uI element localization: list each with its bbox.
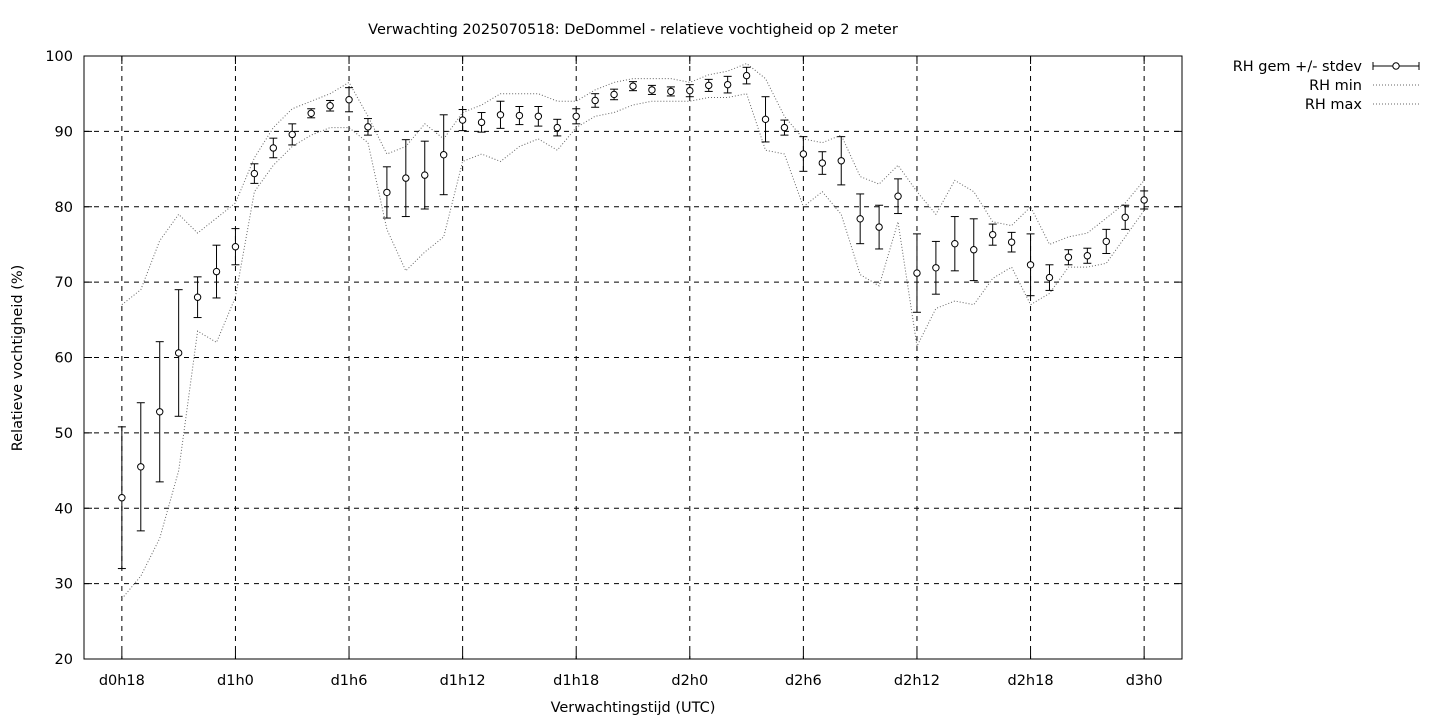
data-point [1045,273,1054,282]
y-axis-label: Relatieve vochtigheid (%) [10,265,26,452]
data-point [894,192,902,200]
data-point [515,111,524,120]
data-point [212,267,221,276]
data-point [326,102,334,110]
data-point [988,230,997,239]
data-point [534,112,543,121]
x-tick-label: d2h6 [785,673,822,689]
data-point [231,242,240,251]
data-point [439,151,448,159]
data-point [648,86,656,94]
y-tick-label: 20 [55,652,73,668]
data-point [288,130,296,139]
legend: RH gem +/- stdev RH min RH max [1233,59,1420,113]
legend-label: RH gem +/- stdev [1233,59,1363,75]
data-point [875,223,883,231]
data-point [477,118,486,127]
legend-label: RH min [1309,78,1362,94]
plot-series [117,62,1149,600]
y-tick-label: 60 [55,351,73,367]
data-point [932,264,940,272]
data-point [307,109,315,117]
data-point [421,171,429,179]
data-point [686,86,694,95]
x-tick-label: d3h0 [1126,673,1163,689]
y-tick-label: 30 [55,577,73,593]
x-tick-label: d1h12 [440,673,486,689]
data-point [174,349,183,357]
data-point [1121,213,1129,222]
data-point [1083,252,1092,260]
data-point [1026,261,1035,269]
series-line-rh-min [121,93,1145,600]
data-point [1064,253,1073,261]
data-point [572,112,580,121]
data-point [364,123,372,131]
data-point [951,239,959,248]
data-point [496,111,505,119]
x-tick-label: d0h18 [99,673,145,689]
data-point [610,90,618,99]
x-axis-label: Verwachtingstijd (UTC) [551,700,716,716]
data-point [553,123,561,132]
legend-label: RH max [1305,97,1363,113]
data-point [723,80,732,89]
data-point [269,144,278,152]
data-point [1007,238,1016,246]
y-tick-label: 80 [55,200,73,216]
y-tick-label: 90 [55,124,73,140]
series-line-rh-max [121,62,1145,306]
x-tick-label: d2h12 [894,673,940,689]
x-tick-label: d1h0 [217,673,254,689]
data-point [913,269,921,277]
x-tick-label: d1h6 [331,673,368,689]
data-point [667,87,675,96]
axis-ticks: 20 30 40 50 60 70 80 90 100 d0h18 d1h0 d1h6 d1h12 d1h… [45,49,1182,689]
data-point [591,96,599,105]
y-tick-label: 50 [55,426,73,442]
data-point [402,174,410,182]
data-point [156,408,164,416]
data-point [856,215,864,223]
data-point [837,157,845,165]
legend-swatch-marker [1392,62,1400,70]
chart-title: Verwachting 2025070518: DeDommel - relat… [368,22,898,38]
data-point [780,123,789,132]
x-tick-label: d2h18 [1008,673,1054,689]
data-point [250,169,259,178]
data-point [970,246,978,254]
y-tick-label: 70 [55,275,73,291]
data-point [705,81,713,90]
x-tick-label: d1h18 [553,673,599,689]
y-tick-label: 100 [45,49,73,65]
data-point [818,159,827,167]
data-point [193,293,202,301]
data-point [1102,237,1110,246]
data-point [1140,196,1148,204]
data-point [137,463,145,471]
data-point [383,188,391,197]
y-tick-label: 40 [55,501,73,517]
x-tick-label: d2h0 [671,673,708,689]
data-point [118,493,126,502]
data-point [629,82,637,90]
data-point [458,116,467,124]
grid-lines [84,56,1182,659]
data-point [799,150,808,158]
data-point [345,96,353,104]
data-point [742,71,751,80]
data-point [761,115,770,124]
